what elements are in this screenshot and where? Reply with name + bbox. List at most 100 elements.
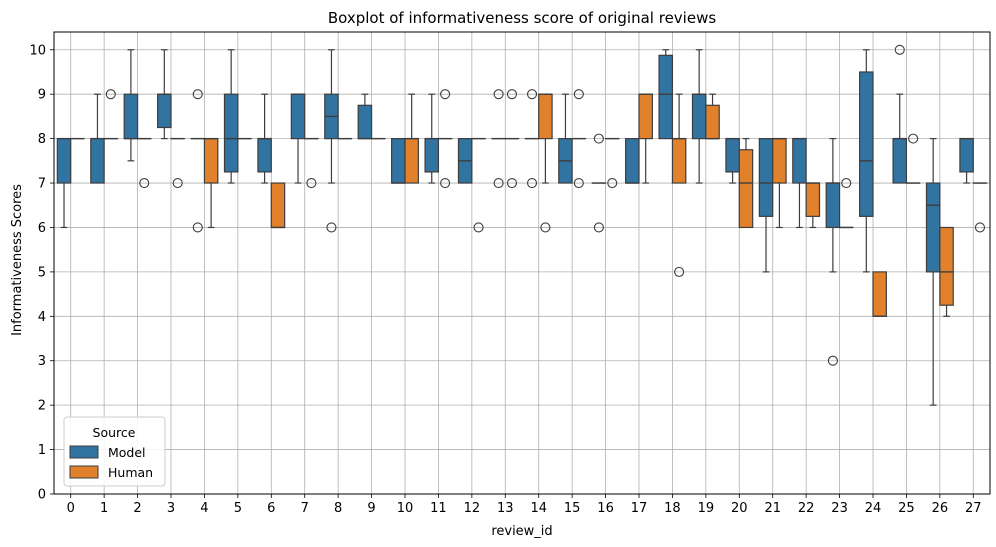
box-human-14 [538, 93, 553, 233]
x-tick-label: 22 [798, 501, 815, 516]
box-body [638, 93, 653, 140]
outlier-point [526, 177, 538, 189]
box-body [257, 138, 272, 173]
box-model-7 [290, 93, 306, 184]
legend-label-human: Human [108, 465, 153, 480]
box-human-25 [905, 133, 921, 184]
box-model-14 [524, 89, 540, 189]
x-tick-label: 9 [367, 501, 375, 516]
box-body [859, 71, 874, 217]
x-tick-label: 12 [464, 501, 481, 516]
box-body [223, 93, 239, 173]
box-human-1 [103, 89, 119, 140]
box-body [738, 149, 754, 229]
x-tick-label: 3 [167, 501, 175, 516]
box-body [725, 138, 740, 173]
outlier-point [607, 177, 618, 189]
x-tick-label: 5 [234, 501, 242, 516]
box-human-7 [304, 137, 319, 189]
box-human-13 [504, 89, 520, 189]
x-tick-label: 8 [334, 501, 342, 516]
box-body [424, 138, 440, 173]
box-human-3 [170, 137, 185, 189]
outlier-point [593, 133, 604, 144]
y-tick-label: 3 [38, 354, 46, 369]
x-tick-label: 23 [831, 501, 848, 516]
outlier-point [674, 266, 685, 277]
box-human-22 [805, 182, 821, 229]
box-human-2 [136, 137, 152, 189]
y-tick-label: 9 [38, 88, 46, 103]
y-tick-label: 6 [38, 221, 46, 236]
outlier-point [974, 222, 986, 233]
box-body [56, 138, 72, 184]
box-model-5 [223, 49, 239, 184]
legend-swatch-model [69, 445, 99, 459]
x-axis: 0 1 2 3 4 5 6 7 8 9 10 11 12 13 14 15 16 17 18 19 20 21 22 23 24… [67, 494, 982, 516]
box-body [705, 104, 720, 140]
x-tick-label: 15 [564, 501, 581, 516]
y-tick-label: 10 [29, 43, 46, 58]
legend-label-model: Model [108, 445, 146, 460]
x-tick-label: 18 [664, 501, 681, 516]
box-human-12 [471, 137, 486, 233]
outlier-point [105, 89, 116, 100]
box-model-21 [758, 138, 774, 273]
box-model-27 [959, 137, 974, 184]
box-body [270, 182, 286, 229]
y-tick-label: 1 [38, 443, 46, 458]
outlier-point [593, 222, 604, 233]
box-model-22 [792, 137, 807, 229]
box-body [391, 138, 406, 184]
box-human-17 [638, 93, 653, 184]
outlier-point [192, 222, 203, 233]
y-axis-label: Informativeness Scores [10, 184, 25, 336]
box-human-23 [838, 177, 854, 229]
outlier-point [526, 89, 538, 100]
box-body [925, 182, 941, 273]
box-model-4 [190, 89, 206, 233]
legend-swatch-human [69, 465, 99, 479]
box-body [671, 138, 687, 184]
y-tick-label: 8 [38, 132, 46, 147]
x-tick-label: 25 [898, 501, 915, 516]
outlier-point [306, 177, 317, 189]
plot-frame [53, 31, 991, 495]
outlier-point [326, 222, 337, 233]
box-human-27 [972, 182, 988, 233]
box-body [203, 138, 219, 184]
x-tick-label: 27 [965, 501, 982, 516]
box-body [658, 54, 674, 140]
box-model-6 [257, 93, 272, 184]
outlier-point [894, 44, 905, 55]
box-body [691, 93, 707, 140]
box-body [872, 271, 887, 317]
box-human-26 [939, 226, 954, 317]
outlier-point [540, 222, 551, 233]
x-axis-label: review_id [491, 524, 552, 539]
outlier-point [440, 89, 451, 100]
box-model-2 [123, 49, 139, 162]
box-human-20 [738, 138, 754, 229]
outlier-point [841, 177, 852, 189]
x-tick-label: 16 [597, 501, 614, 516]
box-model-10 [391, 138, 406, 184]
box-body [90, 138, 105, 184]
outlier-point [506, 177, 518, 189]
outlier-point [440, 177, 451, 189]
y-tick-label: 5 [38, 265, 46, 280]
box-body [772, 138, 787, 184]
box-body [157, 93, 172, 129]
x-tick-label: 10 [397, 501, 414, 516]
box-human-11 [437, 89, 453, 189]
box-model-18 [658, 49, 674, 140]
box-body [825, 182, 841, 229]
box-model-23 [825, 138, 841, 366]
x-tick-label: 19 [698, 501, 715, 516]
box-model-11 [424, 93, 440, 184]
x-tick-label: 24 [865, 501, 882, 516]
y-axis: 0 1 2 3 4 5 6 7 8 9 10 [29, 43, 54, 503]
outlier-point [827, 355, 838, 366]
x-tick-label: 7 [301, 501, 309, 516]
legend-title: Source [93, 425, 136, 440]
